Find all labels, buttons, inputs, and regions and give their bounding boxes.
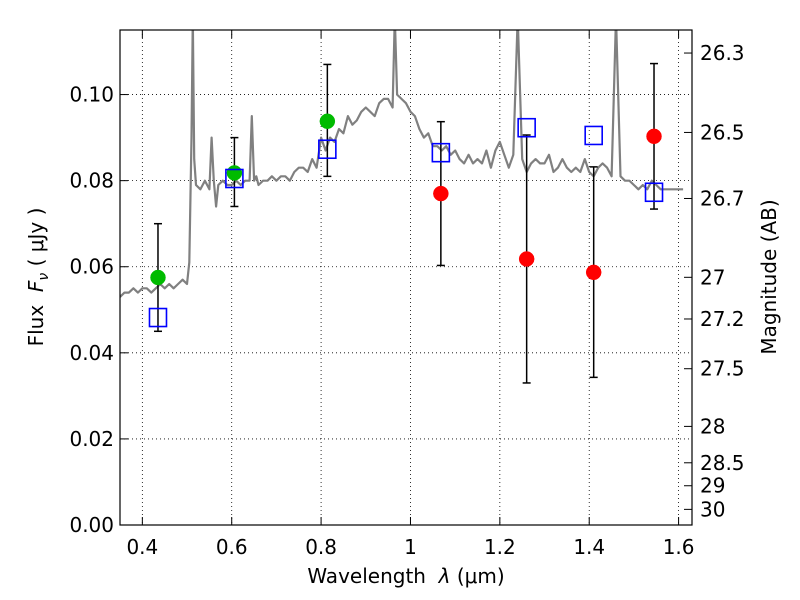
square-marker <box>225 168 244 189</box>
x-tick-label: 0.4 <box>126 535 158 559</box>
circle-marker <box>585 264 602 281</box>
circle-marker <box>518 251 535 267</box>
circle-marker <box>319 113 336 130</box>
y2-tick-label: 26.7 <box>700 186 745 210</box>
x-axis-title: Wavelength λ (μm) <box>307 564 504 588</box>
y-tick-label: 0.06 <box>69 255 114 279</box>
y2-tick-label: 29 <box>700 474 725 498</box>
marker-layer <box>148 113 664 328</box>
circle-marker <box>150 269 166 286</box>
y-axis: 0.00 0.02 0.04 0.06 0.08 0.10 <box>69 83 128 537</box>
x-tick-label: 1 <box>404 535 417 559</box>
square-marker <box>318 139 337 160</box>
x-tick-label: 1.4 <box>573 535 605 559</box>
y2-tick-label: 27.2 <box>700 307 745 331</box>
y2-tick-label: 26.3 <box>700 41 745 65</box>
x-tick-label: 0.6 <box>216 535 248 559</box>
y-axis-title: Flux Fν ( μJy ) <box>24 208 52 347</box>
circle-marker <box>226 165 243 181</box>
y-tick-label: 0.00 <box>69 513 114 537</box>
y-tick-label: 0.02 <box>69 427 114 451</box>
circle-marker <box>646 128 662 145</box>
spectrum-line <box>120 30 684 298</box>
errorbar-layer <box>153 62 659 384</box>
y2-tick-label: 27.5 <box>700 357 745 381</box>
x-tick-label: 1.2 <box>484 535 516 559</box>
y-tick-label: 0.10 <box>69 83 114 107</box>
square-marker <box>644 182 664 203</box>
x-axis: 0.4 0.6 0.8 1 1.2 1.4 1.6 <box>126 30 695 559</box>
spectrum-layer <box>120 30 684 298</box>
y2-tick-label: 28 <box>700 414 725 438</box>
x-tick-label: 0.8 <box>305 535 337 559</box>
y2-tick-label: 27 <box>700 265 725 289</box>
y2-tick-label: 28.5 <box>700 451 745 475</box>
square-marker <box>584 125 603 146</box>
y-tick-label: 0.08 <box>69 169 114 193</box>
x-tick-label: 1.6 <box>663 535 695 559</box>
y-tick-label: 0.04 <box>69 341 114 365</box>
y2-axis-title: Magnitude (AB) <box>757 199 781 354</box>
circle-marker <box>433 185 449 202</box>
y2-tick-label: 26.5 <box>700 120 745 144</box>
y2-tick-label: 30 <box>700 497 725 521</box>
square-marker <box>517 117 536 138</box>
square-marker <box>431 142 451 163</box>
square-marker <box>148 307 168 328</box>
